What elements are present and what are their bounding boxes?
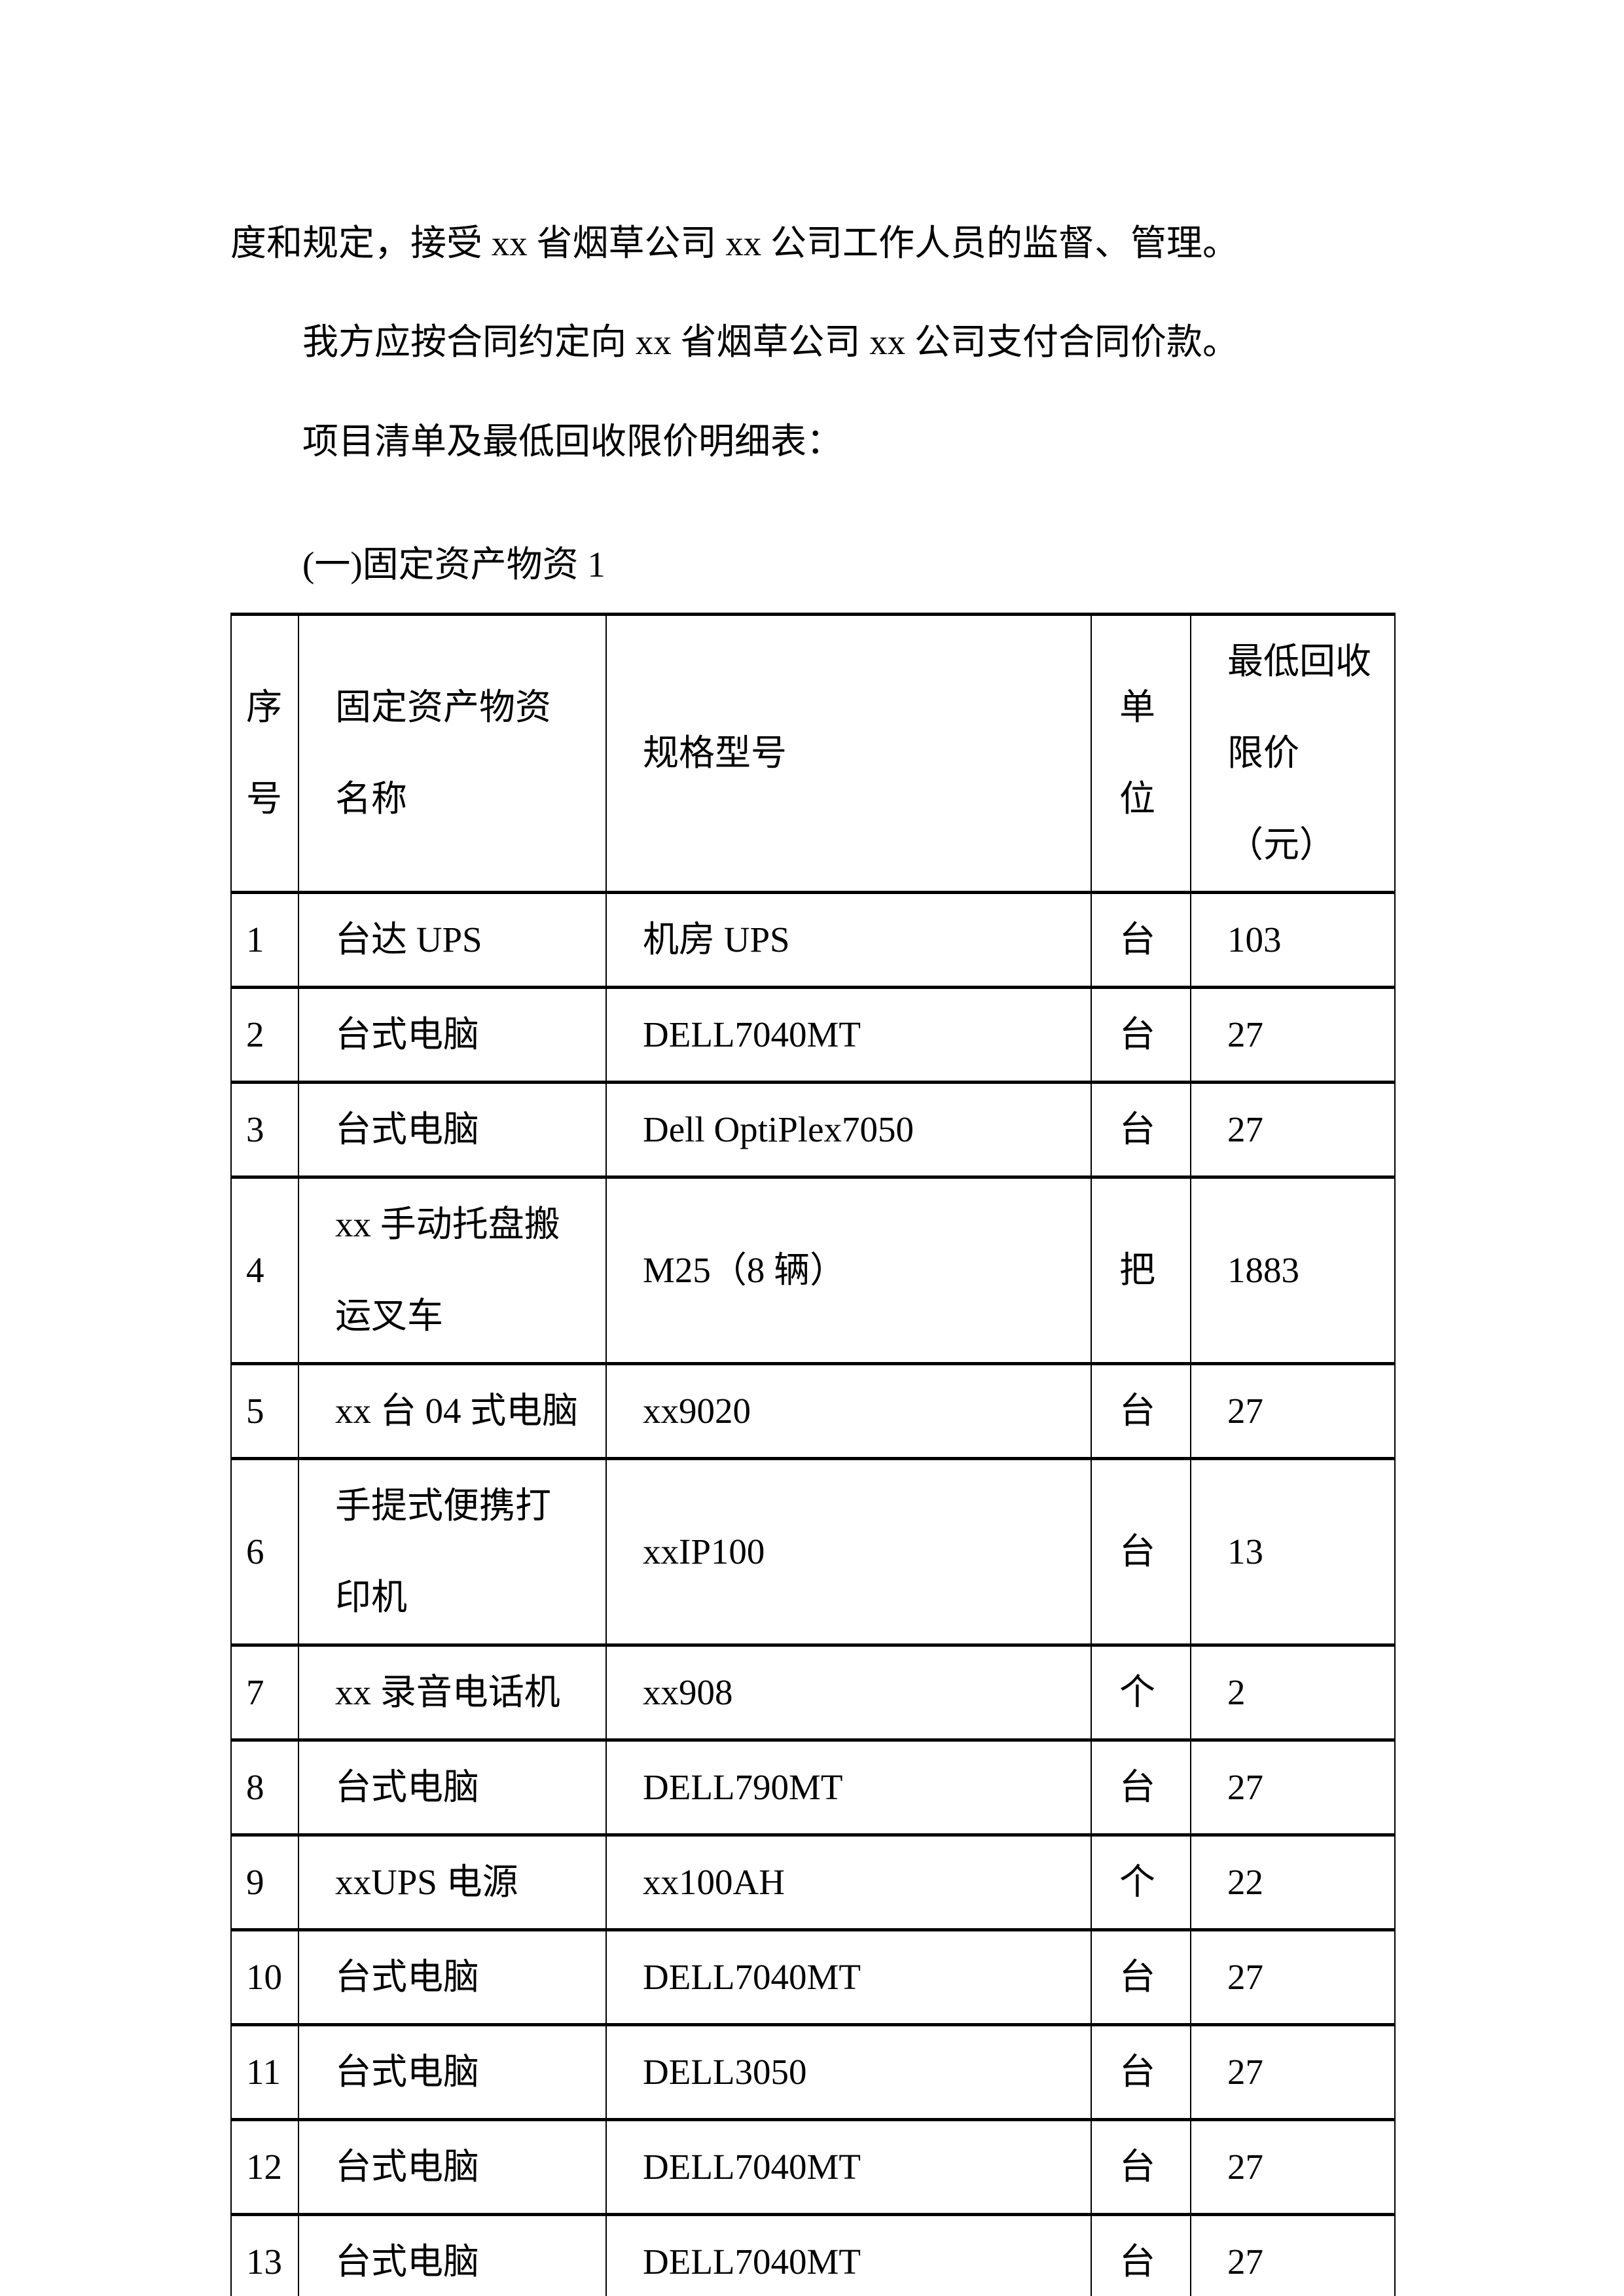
serial-number-cell: 13 (230, 2213, 299, 2296)
serial-number-cell: 1 (230, 891, 299, 989)
min-price-cell: 1883 (1190, 1175, 1396, 1365)
table-row: 3 台式电脑 Dell OptiPlex7050 台 27 (230, 1081, 1396, 1179)
table-row: 7 xx 录音电话机 xx908 个 2 (230, 1643, 1396, 1742)
unit-cell: 个 (1091, 1833, 1191, 1931)
serial-number-cell: 7 (230, 1643, 299, 1742)
asset-name-cell: 手提式便携打 印机 (298, 1457, 607, 1647)
min-price-cell: 27 (1190, 986, 1396, 1084)
spec-model-cell: DELL3050 (605, 2023, 1092, 2121)
header-min-recycle-price: 最低回收 限价（元） (1190, 613, 1396, 894)
section-label-fixed-assets: (一)固定资产物资 1 (302, 544, 605, 584)
page-content: 度和规定，接受 xx 省烟草公司 xx 公司工作人员的监督、管理。 我方应按合同… (230, 223, 1396, 2296)
spec-model-cell: DELL7040MT (605, 2118, 1092, 2216)
spec-model-cell: DELL7040MT (605, 986, 1092, 1084)
min-price-cell: 27 (1190, 1081, 1396, 1179)
spec-model-cell: xxIP100 (605, 1457, 1092, 1647)
table-row: 1 台达 UPS 机房 UPS 台 103 (230, 891, 1396, 989)
min-price-cell: 13 (1190, 1457, 1396, 1647)
paragraph-payment: 我方应按合同约定向 xx 省烟草公司 xx 公司支付合同价款。 (302, 322, 1239, 363)
serial-number-cell: 12 (230, 2118, 299, 2216)
min-price-cell: 103 (1190, 891, 1396, 989)
table-row: 6 手提式便携打 印机 xxIP100 台 13 (230, 1457, 1396, 1647)
spec-model-cell: M25（8 辆） (605, 1175, 1092, 1365)
header-unit: 单 位 (1091, 613, 1191, 894)
asset-name-cell: 台式电脑 (298, 2118, 607, 2216)
table-row: 2 台式电脑 DELL7040MT 台 27 (230, 986, 1396, 1084)
asset-name-cell: 台式电脑 (298, 1928, 607, 2026)
unit-cell: 台 (1091, 1362, 1191, 1460)
serial-number-cell: 4 (230, 1175, 299, 1365)
asset-name-cell: 台式电脑 (298, 1081, 607, 1179)
min-price-cell: 27 (1190, 1928, 1396, 2026)
table-body: 1 台达 UPS 机房 UPS 台 103 2 台式电脑 DELL7040MT 台 27 3 台式电脑… (230, 891, 1396, 2296)
table-row: 10 台式电脑 DELL7040MT 台 27 (230, 1928, 1396, 2026)
paragraph-list-intro: 项目清单及最低回收限价明细表： (302, 421, 843, 461)
table-row: 9 xxUPS 电源 xx100AH 个 22 (230, 1833, 1396, 1931)
table-row: 13 台式电脑 DELL7040MT 台 27 (230, 2213, 1396, 2296)
asset-name-cell: 台式电脑 (298, 986, 607, 1084)
spec-model-cell: DELL790MT (605, 1738, 1092, 1837)
asset-name-cell: 台式电脑 (298, 1738, 607, 1837)
unit-cell: 台 (1091, 1928, 1191, 2026)
serial-number-cell: 2 (230, 986, 299, 1084)
unit-cell: 台 (1091, 2023, 1191, 2121)
asset-name-cell: xx 手动托盘搬 运叉车 (298, 1175, 607, 1365)
spec-model-cell: DELL7040MT (605, 2213, 1092, 2296)
min-price-cell: 27 (1190, 2023, 1396, 2121)
min-price-cell: 2 (1190, 1643, 1396, 1742)
serial-number-cell: 3 (230, 1081, 299, 1179)
serial-number-cell: 9 (230, 1833, 299, 1931)
unit-cell: 台 (1091, 1738, 1191, 1837)
table-row: 5 xx 台 04 式电脑 xx9020 台 27 (230, 1362, 1396, 1460)
table-row: 11 台式电脑 DELL3050 台 27 (230, 2023, 1396, 2121)
header-serial-number: 序 号 (230, 613, 299, 894)
unit-cell: 台 (1091, 2213, 1191, 2296)
spec-model-cell: xx9020 (605, 1362, 1092, 1460)
spec-model-cell: xx100AH (605, 1833, 1092, 1931)
serial-number-cell: 10 (230, 1928, 299, 2026)
unit-cell: 台 (1091, 2118, 1191, 2216)
min-price-cell: 27 (1190, 1738, 1396, 1837)
unit-cell: 台 (1091, 986, 1191, 1084)
serial-number-cell: 5 (230, 1362, 299, 1460)
unit-cell: 个 (1091, 1643, 1191, 1742)
min-price-cell: 27 (1190, 1362, 1396, 1460)
serial-number-cell: 8 (230, 1738, 299, 1837)
table-header-row: 序 号 固定资产物资 名称 规格型号 单 位 最低回收 限价（元） (230, 613, 1396, 894)
paragraph-supervision: 度和规定，接受 xx 省烟草公司 xx 公司工作人员的监督、管理。 (230, 223, 1239, 263)
spec-model-cell: xx908 (605, 1643, 1092, 1742)
asset-name-cell: 台式电脑 (298, 2023, 607, 2121)
min-price-cell: 27 (1190, 2213, 1396, 2296)
spec-model-cell: 机房 UPS (605, 891, 1092, 989)
fixed-assets-table: 序 号 固定资产物资 名称 规格型号 单 位 最低回收 限价（元） 1 台达 UP… (230, 613, 1396, 2296)
asset-name-cell: 台达 UPS (298, 891, 607, 989)
spec-model-cell: DELL7040MT (605, 1928, 1092, 2026)
header-spec-model: 规格型号 (605, 613, 1092, 894)
table-row: 12 台式电脑 DELL7040MT 台 27 (230, 2118, 1396, 2216)
spec-model-cell: Dell OptiPlex7050 (605, 1081, 1092, 1179)
asset-name-cell: xx 台 04 式电脑 (298, 1362, 607, 1460)
unit-cell: 台 (1091, 1081, 1191, 1179)
serial-number-cell: 11 (230, 2023, 299, 2121)
header-asset-name: 固定资产物资 名称 (298, 613, 607, 894)
serial-number-cell: 6 (230, 1457, 299, 1647)
asset-name-cell: xx 录音电话机 (298, 1643, 607, 1742)
min-price-cell: 22 (1190, 1833, 1396, 1931)
unit-cell: 台 (1091, 891, 1191, 989)
table-row: 8 台式电脑 DELL790MT 台 27 (230, 1738, 1396, 1837)
table-header: 序 号 固定资产物资 名称 规格型号 单 位 最低回收 限价（元） (230, 613, 1396, 894)
unit-cell: 把 (1091, 1175, 1191, 1365)
asset-name-cell: 台式电脑 (298, 2213, 607, 2296)
asset-name-cell: xxUPS 电源 (298, 1833, 607, 1931)
unit-cell: 台 (1091, 1457, 1191, 1647)
table-row: 4 xx 手动托盘搬 运叉车 M25（8 辆）把 1883 (230, 1175, 1396, 1365)
min-price-cell: 27 (1190, 2118, 1396, 2216)
